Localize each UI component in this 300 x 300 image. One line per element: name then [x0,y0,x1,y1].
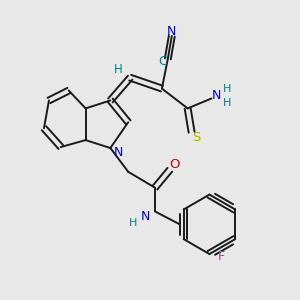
Text: H: H [129,218,137,228]
Text: N: N [140,210,150,223]
Text: C: C [158,55,167,68]
Text: N: N [114,146,123,160]
Text: N: N [167,25,176,38]
Text: N: N [212,89,221,102]
Text: H: H [223,98,232,108]
Text: O: O [169,158,180,171]
Text: H: H [114,63,123,76]
Text: F: F [218,250,225,262]
Text: S: S [192,130,201,144]
Text: H: H [223,84,232,94]
